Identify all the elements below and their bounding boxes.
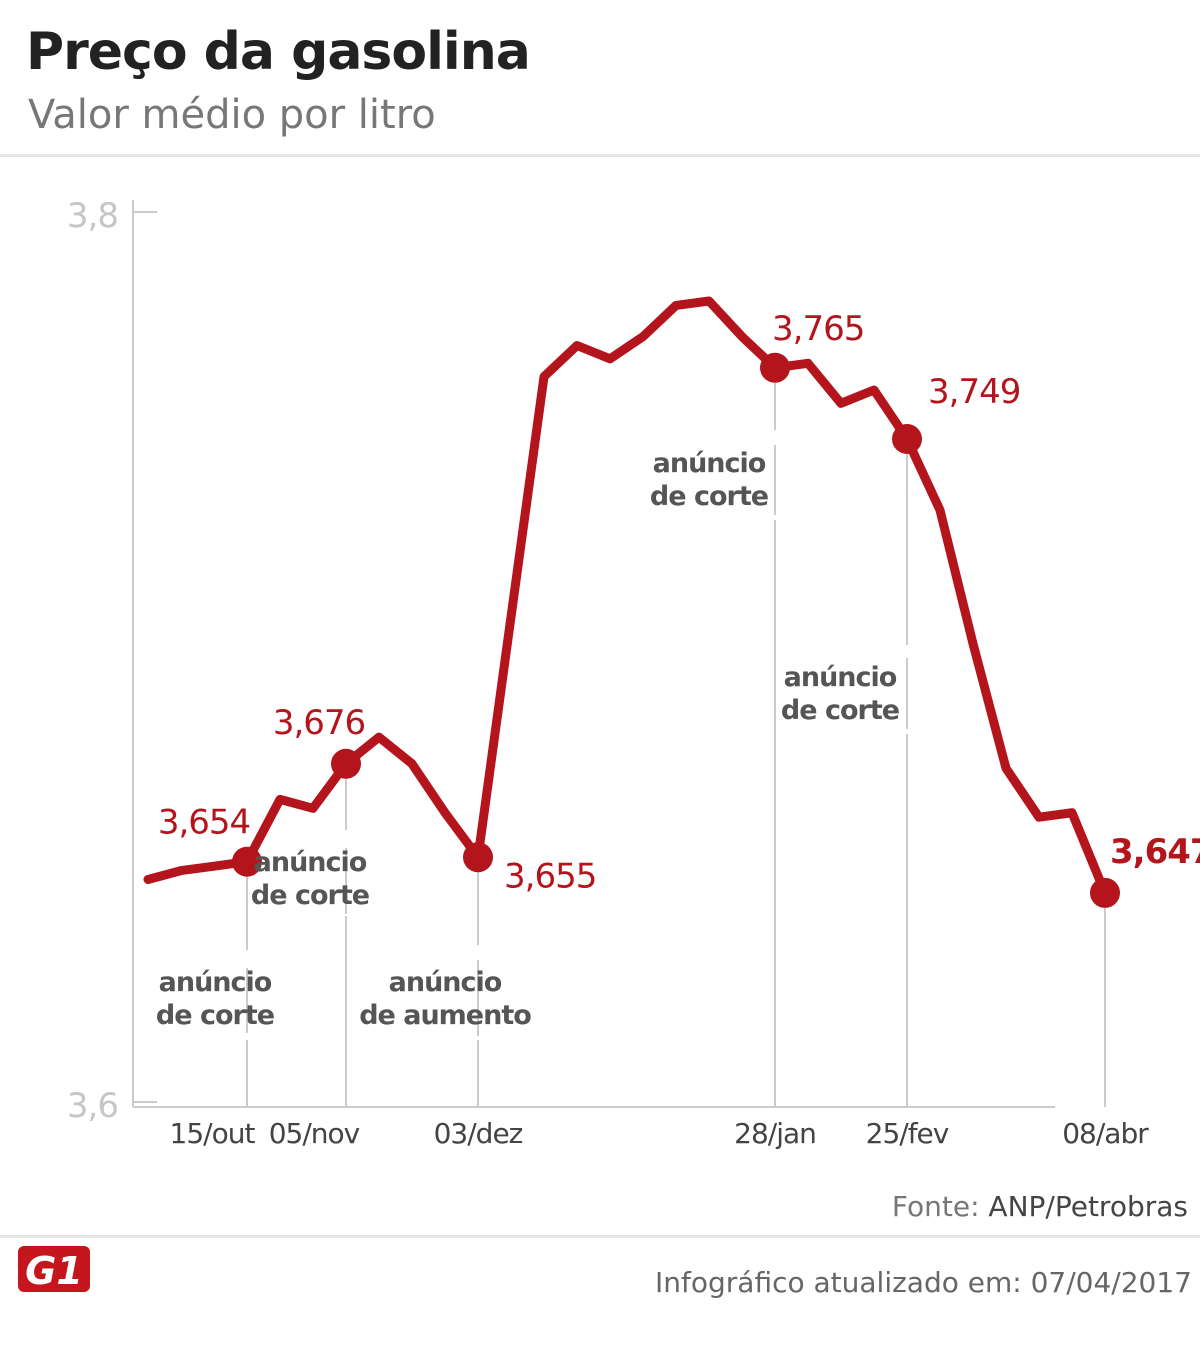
header-divider	[0, 154, 1200, 157]
x-tick-label: 15/out	[170, 1117, 256, 1150]
annotation-label: de corte	[650, 481, 768, 512]
highlight-point	[892, 423, 922, 454]
x-tick-label: 08/abr	[1062, 1117, 1149, 1150]
updated-note: Infográfico atualizado em: 07/04/2017	[655, 1266, 1192, 1299]
g1-logo-text: G1	[25, 1249, 83, 1293]
highlight-point	[331, 748, 361, 779]
g1-logo: G1	[18, 1246, 90, 1293]
highlight-point	[232, 846, 262, 877]
value-label: 3,765	[772, 309, 864, 349]
value-label: 3,676	[273, 703, 365, 743]
annotation-label: de corte	[156, 1000, 274, 1031]
chart-subtitle: Valor médio por litro	[28, 92, 436, 138]
x-tick-label: 03/dez	[434, 1117, 523, 1150]
x-tick-label: 05/nov	[269, 1117, 360, 1150]
annotation-label: anúncio	[784, 662, 897, 693]
annotation-label: de aumento	[359, 1000, 531, 1031]
value-label: 3,647	[1110, 832, 1200, 872]
g1-logo-background	[18, 1246, 90, 1292]
chart-title: Preço da gasolina	[26, 22, 531, 82]
highlight-point	[760, 352, 790, 383]
annotation-label: anúncio	[159, 967, 272, 998]
source-value: ANP/Petrobras	[988, 1190, 1188, 1223]
x-tick-label: 25/fev	[866, 1117, 949, 1150]
price-line	[143, 296, 1110, 898]
source-label: Fonte:	[891, 1190, 980, 1223]
value-label: 3,654	[158, 803, 250, 843]
annotation-label: de corte	[781, 695, 899, 726]
annotation-label: de corte	[251, 880, 369, 911]
footer-divider	[0, 1235, 1200, 1238]
highlight-point	[1090, 877, 1120, 908]
annotation-label: anúncio	[389, 967, 502, 998]
annotation-label: anúncio	[653, 448, 766, 479]
y-tick-label: 3,6	[67, 1086, 118, 1126]
value-label: 3,655	[504, 856, 596, 896]
y-tick-label: 3,8	[67, 196, 118, 236]
highlight-point	[463, 842, 493, 873]
source-note: Fonte: ANP/Petrobras	[892, 1190, 1188, 1223]
value-label: 3,749	[928, 372, 1020, 412]
annotation-label: anúncio	[254, 847, 367, 878]
x-tick-label: 28/jan	[734, 1117, 816, 1150]
